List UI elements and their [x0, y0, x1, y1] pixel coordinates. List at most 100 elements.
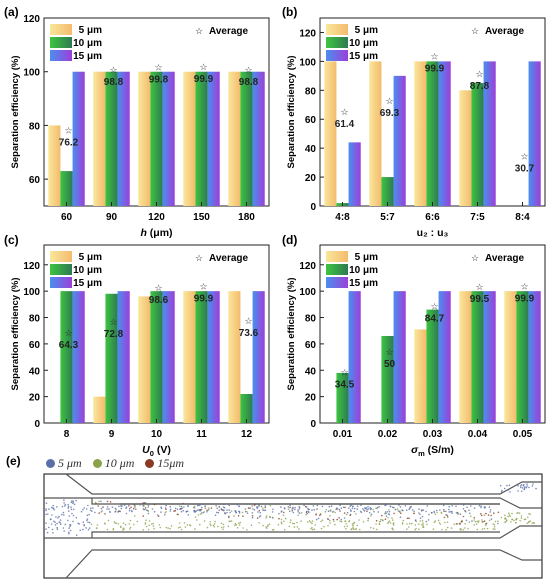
particle	[148, 524, 150, 527]
legend-swatch-s5	[326, 24, 348, 35]
particle	[509, 491, 511, 493]
legend-label-s15: 15 μm	[349, 278, 378, 289]
particle	[48, 508, 50, 510]
particle	[50, 518, 52, 520]
particle	[356, 505, 359, 508]
particle	[173, 510, 175, 512]
particle	[362, 521, 365, 523]
particle	[508, 484, 511, 487]
particle	[210, 507, 213, 509]
particle	[387, 521, 390, 523]
average-marker: ☆	[385, 96, 393, 106]
particle	[298, 505, 301, 508]
particle	[145, 519, 147, 521]
particle	[426, 505, 429, 507]
particle	[194, 528, 196, 530]
particle	[238, 512, 241, 514]
particle	[67, 505, 70, 508]
particle	[238, 524, 241, 526]
particle	[455, 523, 458, 525]
bar-s15	[162, 71, 175, 206]
legend-average-marker: ☆	[195, 253, 203, 263]
particle	[292, 511, 295, 514]
particle	[300, 520, 302, 522]
x-tick-label: 0.02	[378, 429, 398, 440]
particle	[345, 513, 348, 516]
particle	[528, 513, 530, 515]
particle	[476, 520, 479, 523]
particle	[251, 515, 254, 517]
particle	[415, 527, 417, 530]
particle	[349, 505, 352, 507]
particle	[251, 516, 254, 519]
particle	[448, 511, 451, 513]
particle	[199, 513, 202, 515]
particle	[261, 507, 264, 509]
particle	[72, 520, 74, 523]
particle	[229, 511, 231, 514]
particle	[520, 490, 523, 493]
particle	[517, 485, 519, 487]
particle	[528, 520, 530, 523]
particle	[217, 525, 219, 528]
particle	[333, 520, 335, 523]
particle	[378, 521, 381, 523]
particle	[473, 517, 476, 519]
particle	[60, 523, 62, 526]
particle	[529, 513, 531, 516]
particle	[339, 504, 341, 506]
particle	[226, 512, 228, 514]
x-tick-label: 120	[148, 212, 165, 223]
particle	[158, 524, 161, 526]
x-tick-label: 12	[241, 429, 253, 440]
particle	[507, 489, 510, 491]
particle	[360, 510, 362, 513]
particle	[391, 517, 393, 519]
particle	[428, 513, 430, 516]
particle	[185, 510, 188, 513]
particle	[118, 505, 120, 508]
particle	[392, 522, 395, 524]
particle	[531, 522, 534, 524]
particle	[480, 505, 482, 507]
average-label: 99.8	[149, 74, 169, 85]
particle	[336, 507, 338, 509]
particle	[96, 524, 99, 526]
particle	[182, 509, 185, 512]
particle	[367, 508, 370, 510]
particle	[194, 516, 197, 518]
particle	[469, 512, 471, 515]
particle	[418, 512, 420, 514]
particle	[404, 505, 407, 507]
particle	[260, 505, 263, 508]
particle	[309, 521, 312, 524]
particle	[473, 507, 476, 509]
legend-label-5um: 5 μm	[58, 456, 82, 470]
particle	[71, 500, 73, 502]
particle	[193, 505, 196, 508]
particle	[522, 484, 525, 487]
particle	[45, 509, 47, 512]
panel-label: (d)	[282, 233, 297, 247]
particle	[432, 528, 435, 530]
particle	[153, 528, 155, 530]
particle	[271, 516, 274, 519]
particle	[131, 510, 133, 513]
particle	[453, 523, 456, 525]
bar-s15	[393, 291, 406, 423]
particle	[418, 528, 420, 530]
particle	[210, 524, 212, 527]
particle	[229, 520, 232, 523]
particle	[367, 519, 369, 522]
particle	[265, 515, 268, 517]
microchannel-diagram	[43, 473, 543, 579]
particle	[488, 519, 491, 522]
particle	[527, 516, 529, 519]
particle	[414, 519, 417, 521]
particle-legend: 5 μm 10 μm 15μm	[46, 456, 192, 471]
x-tick-label: 7:5	[470, 212, 485, 223]
bar-s15	[438, 291, 451, 423]
legend-item-5um: 5 μm	[46, 456, 82, 470]
particle	[160, 507, 163, 510]
average-label: 50	[384, 359, 396, 370]
